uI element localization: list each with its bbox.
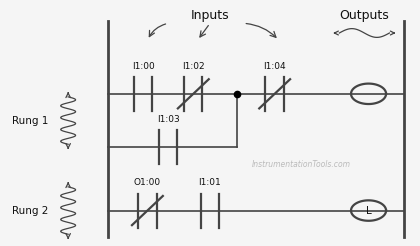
Text: I1:00: I1:00 [132, 62, 155, 71]
Text: I1:01: I1:01 [199, 178, 221, 187]
Text: I1:02: I1:02 [182, 62, 205, 71]
Text: Rung 1: Rung 1 [13, 116, 49, 125]
Text: O1:00: O1:00 [134, 178, 161, 187]
Text: I1:04: I1:04 [263, 62, 286, 71]
Text: Rung 2: Rung 2 [13, 206, 49, 215]
Text: InstrumentationTools.com: InstrumentationTools.com [252, 160, 351, 169]
Text: L: L [366, 206, 371, 215]
Text: Inputs: Inputs [191, 9, 229, 22]
Text: Outputs: Outputs [339, 9, 389, 22]
Text: I1:03: I1:03 [157, 115, 180, 124]
